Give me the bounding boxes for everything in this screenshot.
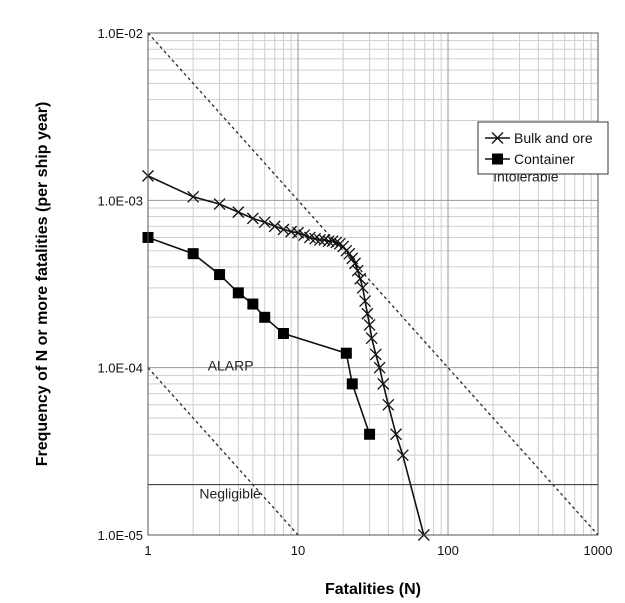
data-point bbox=[369, 348, 382, 361]
data-point bbox=[363, 318, 376, 331]
data-point bbox=[292, 226, 304, 239]
data-point bbox=[365, 332, 378, 345]
data-point bbox=[232, 206, 245, 219]
data-point bbox=[259, 311, 271, 323]
data-point bbox=[330, 236, 343, 249]
criteria-line-upper bbox=[147, 32, 599, 536]
criteria-lines bbox=[147, 32, 599, 536]
legend-box bbox=[477, 121, 609, 175]
data-point bbox=[491, 132, 504, 144]
data-point bbox=[214, 269, 226, 281]
data-point bbox=[377, 377, 390, 390]
data-point bbox=[359, 295, 372, 308]
data-point bbox=[277, 223, 290, 236]
legend-item: Container bbox=[485, 151, 575, 167]
region-label-negligible: Negligible bbox=[199, 486, 261, 502]
x-tick-label: 10 bbox=[291, 543, 305, 558]
data-point bbox=[213, 198, 226, 211]
y-axis-title: Frequency of N or more fatalities (per s… bbox=[34, 102, 51, 467]
minor-grid bbox=[148, 33, 598, 535]
data-point bbox=[340, 347, 352, 359]
series-line bbox=[147, 236, 371, 435]
y-tick-labels: 1.0E-02 1.0E-03 1.0E-04 1.0E-05 bbox=[97, 26, 143, 543]
data-point bbox=[396, 449, 409, 462]
data-point bbox=[247, 298, 259, 310]
data-point bbox=[187, 248, 199, 260]
x-tick-labels: 1 10 100 1000 bbox=[144, 543, 612, 558]
data-point bbox=[354, 272, 367, 285]
data-point bbox=[492, 153, 503, 165]
y-tick-label: 1.0E-02 bbox=[97, 26, 143, 41]
y-tick-label: 1.0E-04 bbox=[97, 361, 143, 376]
data-point bbox=[246, 212, 259, 225]
x-tick-label: 1000 bbox=[584, 543, 613, 558]
data-point bbox=[277, 328, 289, 340]
x-axis-title: Fatalities (N) bbox=[325, 581, 421, 598]
data-point bbox=[232, 287, 244, 299]
criteria-line-lower bbox=[147, 367, 299, 536]
y-tick-label: 1.0E-05 bbox=[97, 528, 143, 543]
series-bulk-and-ore bbox=[142, 169, 430, 541]
data-point bbox=[346, 378, 358, 390]
series-layer bbox=[142, 169, 430, 541]
data-point bbox=[268, 220, 281, 233]
x-tick-label: 100 bbox=[437, 543, 459, 558]
data-point bbox=[351, 264, 364, 277]
y-tick-label: 1.0E-03 bbox=[97, 193, 143, 208]
data-point bbox=[187, 190, 200, 203]
plot-frame bbox=[147, 32, 599, 536]
data-point bbox=[258, 216, 271, 229]
data-point bbox=[356, 281, 369, 294]
data-point bbox=[390, 428, 402, 441]
data-point bbox=[322, 235, 335, 248]
region-label-alarp: ALARP bbox=[208, 358, 254, 374]
data-point bbox=[326, 235, 339, 248]
data-point bbox=[373, 361, 386, 374]
data-point bbox=[361, 307, 374, 320]
x-tick-label: 1 bbox=[144, 543, 151, 558]
legend: Bulk and ore Container bbox=[477, 121, 609, 175]
data-point bbox=[364, 428, 376, 440]
legend-item: Bulk and ore bbox=[485, 130, 593, 146]
legend-label: Container bbox=[514, 151, 575, 167]
data-point bbox=[349, 257, 361, 270]
legend-label: Bulk and ore bbox=[514, 130, 593, 146]
data-point bbox=[382, 398, 395, 411]
